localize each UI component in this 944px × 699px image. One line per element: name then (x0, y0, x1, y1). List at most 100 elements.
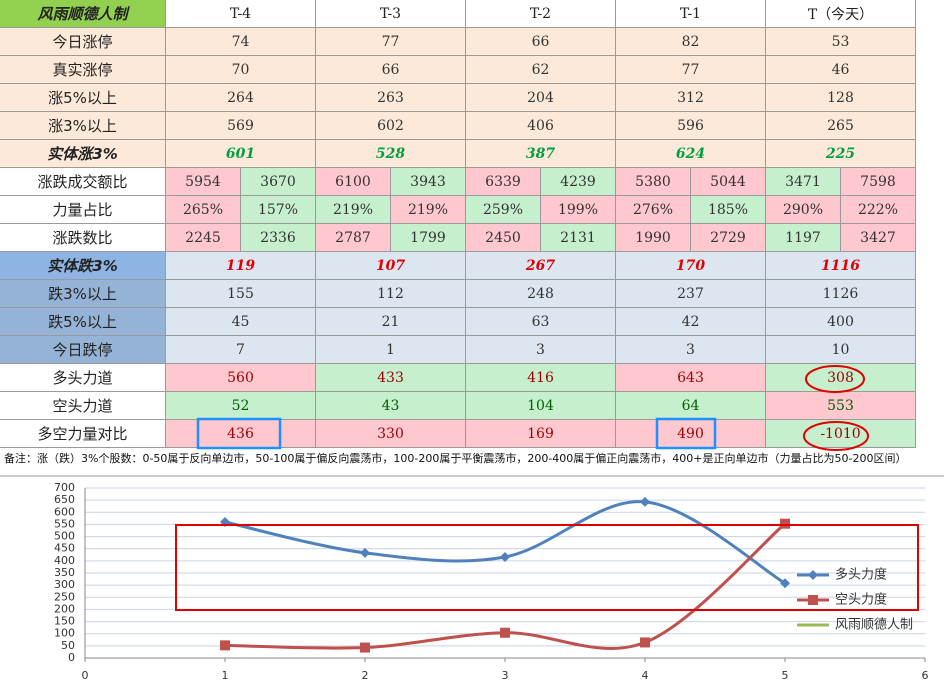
value-cell: 490 (616, 420, 766, 448)
value-cell: 4239 (541, 168, 616, 196)
series-line (224, 500, 786, 585)
point (500, 627, 510, 638)
value-cell: 3471 (766, 168, 841, 196)
value-cell: 1 (316, 336, 466, 364)
value-cell: 3670 (241, 168, 316, 196)
row-label: 涨5%以上 (0, 84, 166, 112)
value-cell: 219% (316, 196, 391, 224)
value-cell: 45 (166, 308, 316, 336)
value-cell: 119 (166, 252, 316, 280)
value-cell: 259% (466, 196, 541, 224)
value-cell: 5044 (691, 168, 766, 196)
value-cell: 3943 (391, 168, 466, 196)
value-cell: 10 (766, 336, 916, 364)
value-cell: 77 (616, 56, 766, 84)
value-cell: 602 (316, 112, 466, 140)
value-cell: 6100 (316, 168, 391, 196)
row-label: 涨3%以上 (0, 112, 166, 140)
point (640, 496, 650, 507)
value-cell: 2131 (541, 224, 616, 252)
point (640, 637, 650, 648)
y-tick-label: 450 (54, 542, 75, 555)
x-tick-label: 6 (922, 669, 929, 682)
y-tick-label: 50 (61, 639, 75, 652)
legend-marker (808, 570, 818, 580)
row-label: 多空力量对比 (0, 420, 166, 448)
value-cell: 46 (766, 56, 916, 84)
value-cell: 199% (541, 196, 616, 224)
value-cell: -1010 (766, 420, 916, 448)
value-cell: 77 (316, 28, 466, 56)
point (360, 547, 370, 558)
value-cell: 263 (316, 84, 466, 112)
point (360, 642, 370, 653)
x-tick-label: 1 (222, 669, 229, 682)
y-tick-label: 300 (54, 578, 75, 591)
header-cell: T-2 (466, 0, 616, 28)
legend-label: 风雨顺德人制 (835, 618, 913, 633)
value-cell: 66 (466, 28, 616, 56)
row-label: 多头力道 (0, 364, 166, 392)
value-cell: 6339 (466, 168, 541, 196)
value-cell: 53 (766, 28, 916, 56)
value-cell: 155 (166, 280, 316, 308)
value-cell: 7 (166, 336, 316, 364)
point (500, 551, 510, 562)
value-cell: 2729 (691, 224, 766, 252)
value-cell: 70 (166, 56, 316, 84)
value-cell: 170 (616, 252, 766, 280)
value-cell: 3 (466, 336, 616, 364)
y-tick-label: 250 (54, 590, 75, 603)
value-cell: 5954 (166, 168, 241, 196)
row-label: 涨跌数比 (0, 224, 166, 252)
value-cell: 157% (241, 196, 316, 224)
value-cell: 290% (766, 196, 841, 224)
row-label: 力量占比 (0, 196, 166, 224)
value-cell: 225 (766, 140, 916, 168)
value-cell: 276% (616, 196, 691, 224)
value-cell: 406 (466, 112, 616, 140)
legend-label: 多头力度 (835, 567, 887, 583)
value-cell: 596 (616, 112, 766, 140)
x-tick-label: 2 (362, 669, 369, 682)
y-tick-label: 150 (54, 615, 75, 628)
value-cell: 1990 (616, 224, 691, 252)
value-cell: 330 (316, 420, 466, 448)
value-cell: 169 (466, 420, 616, 448)
point (220, 517, 230, 527)
note: 备注：涨（跌）3%个股数：0-50属于反向单边市，50-100属于偏反向震荡市，… (4, 452, 907, 465)
value-cell: 185% (691, 196, 766, 224)
value-cell: 3 (616, 336, 766, 364)
x-tick-label: 3 (502, 669, 509, 682)
value-cell: 237 (616, 280, 766, 308)
value-cell: 7598 (841, 168, 916, 196)
y-tick-label: 100 (54, 627, 75, 640)
value-cell: 569 (166, 112, 316, 140)
header-cell: T-4 (166, 0, 316, 28)
point (780, 578, 790, 589)
x-tick-label: 4 (642, 669, 649, 682)
value-cell: 601 (166, 140, 316, 168)
value-cell: 1197 (766, 224, 841, 252)
value-cell: 264 (166, 84, 316, 112)
value-cell: 1799 (391, 224, 466, 252)
value-cell: 528 (316, 140, 466, 168)
y-tick-label: 700 (54, 481, 75, 494)
row-label: 今日涨停 (0, 28, 166, 56)
value-cell: 128 (766, 84, 916, 112)
value-cell: 104 (466, 392, 616, 420)
value-cell: 64 (616, 392, 766, 420)
value-cell: 74 (166, 28, 316, 56)
value-cell: 43 (316, 392, 466, 420)
value-cell: 21 (316, 308, 466, 336)
row-label: 跌5%以上 (0, 308, 166, 336)
value-cell: 2336 (241, 224, 316, 252)
value-cell: 2450 (466, 224, 541, 252)
y-tick-label: 200 (54, 602, 75, 615)
row-label: 今日跌停 (0, 336, 166, 364)
row-label: 实体跌3% (0, 252, 166, 280)
value-cell: 416 (466, 364, 616, 392)
value-cell: 204 (466, 84, 616, 112)
header-cell: T-1 (616, 0, 766, 28)
